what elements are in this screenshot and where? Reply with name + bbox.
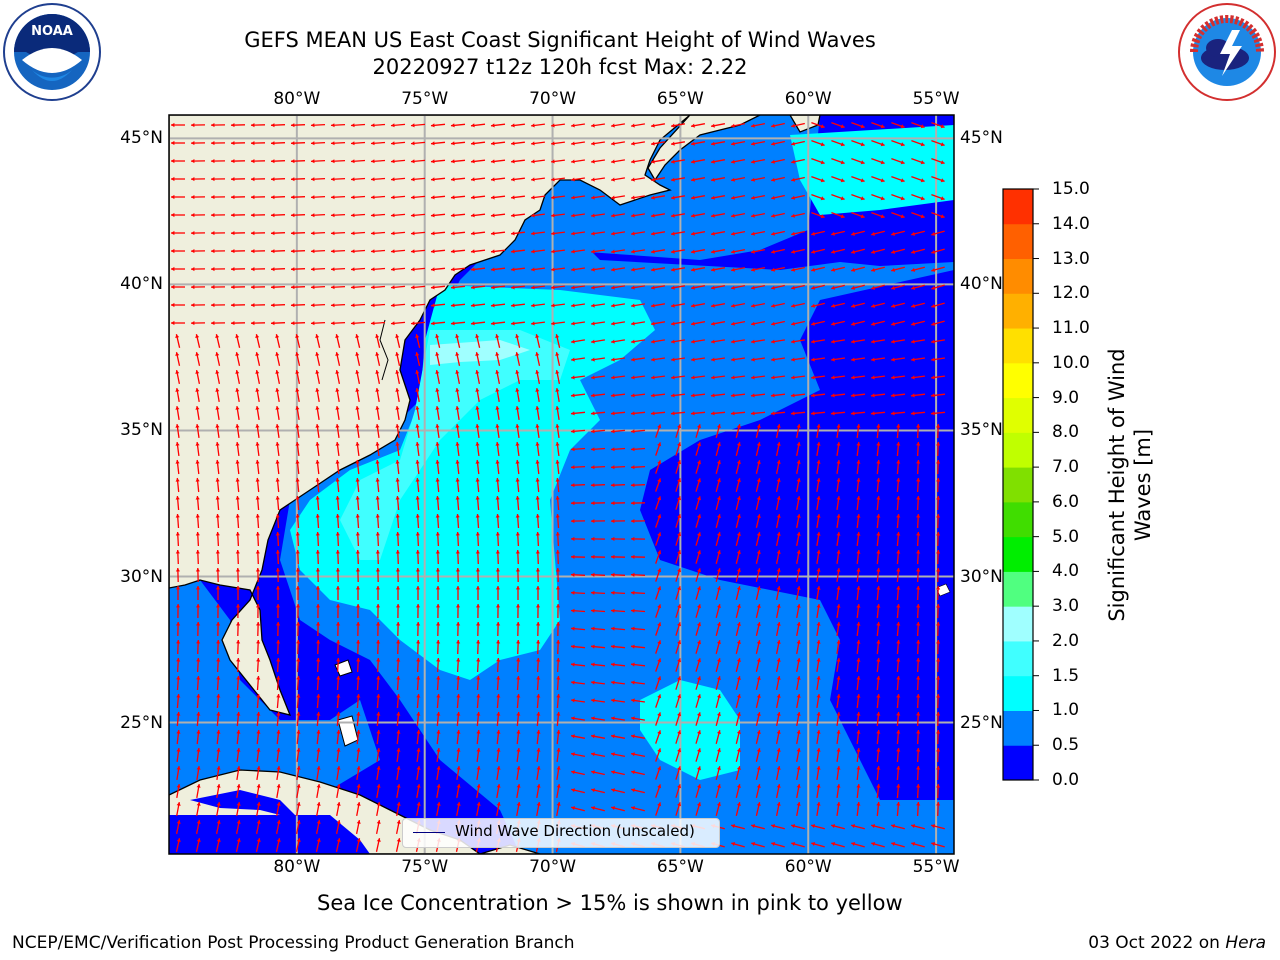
lat-tick-label-right: 30°N (960, 566, 1003, 587)
lat-tick-label-right: 25°N (960, 712, 1003, 733)
land-hispaniola (479, 844, 541, 854)
wind-wave-arrows (171, 121, 946, 852)
colorbar-tick-label: 10.0 (1052, 352, 1090, 373)
colorbar-cell (1003, 571, 1033, 607)
colorbar-tick-label: 14.0 (1052, 213, 1090, 234)
lat-tick-label-left: 45°N (120, 128, 163, 149)
footer-date: 03 Oct 2022 on (1088, 933, 1220, 953)
colorbar-cell (1003, 258, 1033, 294)
colorbar-cell (1003, 467, 1033, 503)
bay-chesapeake (379, 319, 389, 381)
colorbar-cell (1003, 328, 1033, 364)
noaa-logo-text: NOAA (31, 24, 73, 39)
map-frame (168, 114, 955, 855)
sea-ice-note: Sea Ice Concentration > 15% is shown in … (317, 891, 903, 915)
wave-band-1-0-north (790, 125, 954, 215)
lat-tick-label-right: 40°N (960, 274, 1003, 295)
colorbar-cell (1003, 745, 1033, 781)
land-bermuda (935, 583, 951, 597)
colorbar-tick-label: 12.0 (1052, 283, 1090, 304)
colorbar-frame (1002, 188, 1034, 781)
colorbar-tick-label: 2.0 (1052, 630, 1080, 651)
nws-logo (1176, 2, 1278, 106)
lon-tick-label-top: 75°W (401, 89, 449, 109)
footer-right: 03 Oct 2022 on Hera (1088, 933, 1266, 953)
colorbar-tick-label: 1.0 (1052, 700, 1080, 721)
colorbar-cell (1003, 362, 1033, 399)
legend-line-sample (413, 832, 445, 833)
lat-tick-label-right: 35°N (960, 420, 1003, 441)
lon-tick-label-bottom: 60°W (784, 857, 832, 877)
colorbar-cell (1003, 223, 1033, 260)
colorbar-cell (1003, 675, 1033, 711)
lon-tick-label-bottom: 75°W (401, 857, 449, 877)
map-legend: Wind Wave Direction (unscaled) (402, 818, 720, 848)
lon-tick-label-top: 55°W (912, 89, 960, 109)
wave-band-1-0 (290, 285, 655, 680)
colorbar-cell (1003, 293, 1033, 329)
lat-tick-label-right: 45°N (960, 128, 1003, 149)
lon-tick-label-top: 60°W (784, 89, 832, 109)
noaa-logo: NOAA (2, 2, 102, 106)
wave-band-1-0-east (640, 680, 740, 780)
colorbar-tick-label: 5.0 (1052, 526, 1080, 547)
colorbar-cell (1003, 189, 1033, 225)
colorbar-tick-label: 8.0 (1052, 422, 1080, 443)
wave-band-0-5-west (169, 580, 380, 810)
colorbar-tick-label: 1.5 (1052, 665, 1080, 686)
lon-tick-label-bottom: 65°W (656, 857, 704, 877)
colorbar-tick-label: 11.0 (1052, 318, 1090, 339)
colorbar-tick-label: 9.0 (1052, 387, 1080, 408)
land-bahamas-1 (334, 659, 353, 677)
footer-host: Hera (1225, 933, 1266, 953)
colorbar-tick-label: 15.0 (1052, 179, 1090, 199)
colorbar-tick-label: 3.0 (1052, 596, 1080, 617)
lat-tick-label-left: 30°N (120, 566, 163, 587)
lat-tick-label-left: 25°N (120, 712, 163, 733)
colorbar-cell (1003, 536, 1033, 572)
colorbar-tick-label: 7.0 (1052, 457, 1080, 478)
lat-tick-label-left: 35°N (120, 420, 163, 441)
wave-band-2-0 (430, 340, 530, 365)
lon-tick-label-top: 80°W (273, 89, 321, 109)
colorbar-tick-label: 0.0 (1052, 770, 1080, 790)
colorbar-tick-label: 4.0 (1052, 561, 1080, 582)
colorbar-cell (1003, 710, 1033, 746)
colorbar-tick-label: 0.5 (1052, 735, 1080, 756)
wave-band-0-5 (169, 115, 954, 854)
lat-tick-label-left: 40°N (120, 274, 163, 295)
land-canada-maritimes (647, 115, 761, 182)
colorbar-cell (1003, 397, 1033, 433)
footer-left: NCEP/EMC/Verification Post Processing Pr… (12, 933, 575, 953)
legend-label: Wind Wave Direction (unscaled) (455, 822, 695, 840)
land-cuba-south (169, 815, 370, 854)
chart-title: GEFS MEAN US East Coast Significant Heig… (244, 28, 876, 52)
lon-tick-label-bottom: 80°W (273, 857, 321, 877)
lon-tick-label-bottom: 70°W (529, 857, 577, 877)
lon-tick-label-bottom: 55°W (912, 857, 960, 877)
colorbar-tick-label: 6.0 (1052, 491, 1080, 512)
lon-tick-label-top: 70°W (529, 89, 577, 109)
chart-subtitle: 20220927 t12z 120h fcst Max: 2.22 (372, 55, 748, 79)
colorbar-cell (1003, 501, 1033, 538)
lon-tick-label-top: 65°W (656, 89, 704, 109)
colorbar-cell (1003, 606, 1033, 642)
land-north-america (169, 115, 692, 716)
colorbar-label: Significant Height of Wind Waves [m] (1105, 348, 1155, 622)
colorbar-cell (1003, 432, 1033, 468)
colorbar-cell (1003, 640, 1033, 677)
colorbar-tick-label: 13.0 (1052, 248, 1090, 269)
